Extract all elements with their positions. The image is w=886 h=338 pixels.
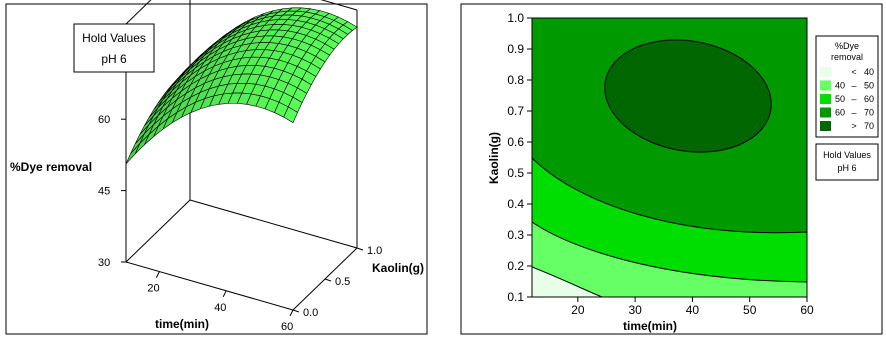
contour-y-tick-label: 0.5 (507, 166, 524, 180)
contour-y-axis-label: Kaolin(g) (487, 132, 501, 184)
contour-x-tick-label: 30 (628, 303, 642, 317)
contour-y-tick-label: 0.8 (507, 73, 524, 87)
legend-entry-high: 70 (864, 121, 874, 131)
contour-x-axis-label: time(min) (623, 319, 677, 333)
surface-x-tick-label: 20 (147, 283, 159, 295)
legend-entry-low: 60 (835, 108, 845, 118)
legend-entry-op: < (851, 67, 856, 77)
surface-mesh-cell (283, 106, 298, 124)
contour-y-tick-label: 0.2 (507, 259, 524, 273)
legend-entry-op: – (851, 108, 856, 118)
surface-y-tick-label: 1.0 (367, 245, 382, 257)
surface-y-axis-label: Kaolin(g) (372, 261, 424, 275)
legend-entry-high: 70 (864, 108, 874, 118)
legend-entry-low: 50 (835, 94, 845, 104)
contour-y-tick-label: 0.3 (507, 228, 524, 242)
contour-y-tick-label: 1.0 (507, 11, 524, 25)
surface-hold-values-box (73, 23, 155, 73)
surface-z-tick-label: 30 (98, 257, 110, 269)
surface-x-tick-label: 40 (214, 302, 226, 314)
surface-z-tick-label: 60 (98, 114, 110, 126)
surface-mesh (125, 7, 358, 165)
surface-y-tick (356, 247, 364, 251)
legend-title-line1: %Dye (835, 41, 859, 51)
legend-entry-low: 40 (835, 81, 845, 91)
surface-z-axis-label: %Dye removal (10, 160, 92, 174)
surface-box-edge (125, 0, 152, 25)
contour-plot-panel: 20 30 40 50 60 0.1 0.2 0.3 0.4 0.5 0.6 0.7 0.8 0.9 1.0… (460, 3, 883, 335)
contour-region-above-70 (604, 39, 772, 153)
legend-entry-op: – (851, 81, 856, 91)
contour-fill-area (532, 18, 807, 297)
legend-entry-high: 60 (864, 94, 874, 104)
contour-y-tick-label: 0.7 (507, 104, 524, 118)
legend-entry-op: – (851, 94, 856, 104)
legend-entry-high: 40 (864, 67, 874, 77)
contour-y-tick-label: 0.4 (507, 197, 524, 211)
legend-swatch (820, 107, 831, 118)
contour-hold-values-box (815, 143, 879, 181)
legend-swatch (820, 94, 831, 104)
surface-hold-values-value: pH 6 (101, 52, 127, 66)
legend-entry-high: 50 (864, 81, 874, 91)
legend-entry-op: > (851, 121, 856, 131)
contour-y-tick-label: 0.9 (507, 42, 524, 56)
surface-x-tick-label: 60 (281, 321, 293, 333)
surface-box-edge (125, 199, 191, 263)
surface-x-tick (289, 309, 294, 317)
contour-ticks: 20 30 40 50 60 0.1 0.2 0.3 0.4 0.5 0.6 0.7 0.8 0.9 1.0 (507, 11, 814, 317)
surface-box-edge (189, 199, 358, 249)
contour-x-tick-label: 50 (743, 303, 757, 317)
contour-x-tick-label: 60 (800, 303, 814, 317)
surface-box-edge (125, 261, 294, 311)
legend-swatch (820, 67, 831, 77)
surface-y-tick-label: 0.5 (335, 276, 350, 288)
legend-swatch (820, 80, 831, 91)
surface-y-tick (292, 309, 300, 313)
legend-title-line2: removal (831, 52, 863, 62)
contour-plot-frame (531, 17, 808, 298)
contour-x-tick-label: 20 (571, 303, 585, 317)
surface-y-tick (324, 278, 332, 282)
contour-hold-values-title: Hold Values (823, 150, 871, 160)
surface-hold-values-title: Hold Values (82, 31, 146, 45)
contour-x-tick-label: 40 (686, 303, 700, 317)
contour-hold-values-value: pH 6 (837, 163, 856, 173)
surface-z-tick-label: 45 (98, 186, 110, 198)
surface-box-edge (320, 0, 358, 11)
surface-x-axis-label: time(min) (155, 317, 209, 331)
contour-y-tick-label: 0.6 (507, 135, 524, 149)
legend-swatch (820, 121, 831, 131)
surface-x-tick (155, 271, 160, 278)
contour-y-tick-label: 0.1 (507, 290, 524, 304)
surface-x-tick (222, 290, 227, 298)
surface-plot-panel: 304560752040600.00.51.0 %Dye removal tim… (5, 0, 428, 335)
surface-y-tick-label: 0.0 (303, 307, 318, 319)
